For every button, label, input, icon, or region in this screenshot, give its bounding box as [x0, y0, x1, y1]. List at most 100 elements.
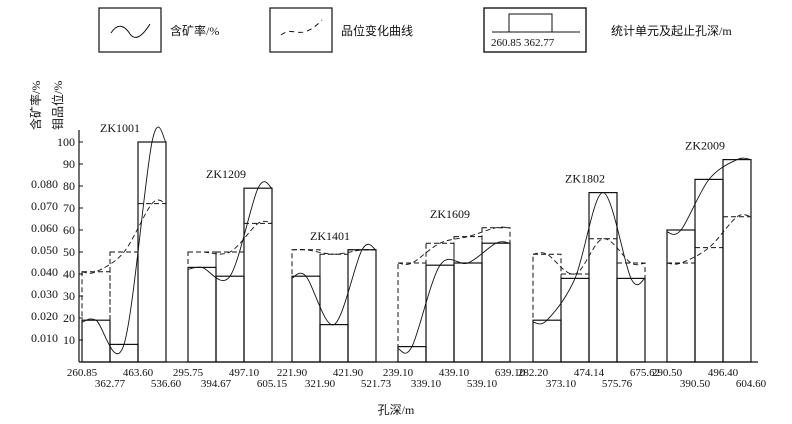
depth-label-ZK1401-1: 221.90 [277, 367, 308, 379]
ore-curve-ZK1609 [397, 241, 511, 354]
y-tick-label-40: 40 [63, 267, 75, 281]
grade-bar-ZK1802-2 [560, 273, 590, 363]
depth-label-ZK1401-4: 521.73 [361, 378, 392, 390]
grade-bar-ZK1209-3 [243, 222, 273, 363]
ore-bar-ZK1209-3 [243, 187, 273, 363]
depth-label-ZK2009-2: 390.50 [680, 378, 711, 390]
ore-bar-ZK1802-4 [616, 277, 646, 363]
y-tick-label-80: 80 [63, 179, 75, 193]
grade-bar-ZK1609-3 [453, 236, 483, 363]
grade-bar-ZK1001-3 [137, 203, 167, 363]
depth-label-ZK1609-3: 439.10 [439, 367, 470, 379]
legend-unit-outer [483, 7, 587, 53]
grade-bar-ZK2009-3 [722, 216, 752, 363]
y-tick-label-100: 100 [57, 135, 75, 149]
y-axis-title-grade: 钼品位/% [50, 81, 65, 130]
grade-tick-label-5: 0.050 [31, 243, 58, 257]
hole-label-ZK1401: ZK1401 [310, 229, 350, 243]
ore-curve-ZK1802 [532, 192, 646, 325]
hole-label-ZK1209: ZK1209 [206, 167, 246, 181]
depth-label-ZK1209-1: 295.75 [173, 367, 204, 379]
ore-bar-ZK1802-1 [532, 319, 562, 363]
depth-label-ZK1209-2: 394.67 [201, 378, 232, 390]
y-tick-label-10: 10 [63, 333, 75, 347]
ore-bar-ZK2009-3 [722, 159, 752, 363]
depth-label-ZK1001-2: 362.77 [95, 378, 126, 390]
grade-bar-ZK1802-1 [532, 253, 562, 363]
grade-bar-ZK1609-2 [425, 242, 455, 363]
grade-curve-ZK1209 [188, 220, 273, 255]
grade-bar-ZK2009-2 [694, 247, 724, 363]
ore-curve-ZK1209 [187, 181, 273, 281]
ore-bar-ZK1802-3 [588, 192, 618, 363]
depth-label-ZK1609-1: 239.10 [383, 367, 414, 379]
y-tick-label-90: 90 [63, 157, 75, 171]
grade-tick-label-2: 0.020 [31, 309, 58, 323]
legend-unit-bar [508, 13, 553, 33]
y-tick-label-70: 70 [63, 201, 75, 215]
depth-label-ZK1001-1: 260.85 [67, 367, 98, 379]
legend-unit-label: 统计单元及起止孔深/m [611, 24, 732, 38]
ore-bar-ZK1209-1 [187, 266, 217, 363]
depth-label-ZK1802-2: 373.10 [546, 378, 577, 390]
grade-bar-ZK1401-1 [291, 249, 321, 363]
legend-ore-rate-label: 含矿率/% [170, 23, 219, 38]
grade-tick-label-7: 0.070 [31, 199, 58, 213]
y-tick-label-60: 60 [63, 223, 75, 237]
legend-dashed-curve [280, 19, 323, 36]
hole-label-ZK1609: ZK1609 [430, 207, 470, 221]
grade-curve-ZK1401 [291, 249, 377, 255]
grade-curve-ZK2009 [666, 214, 752, 265]
ore-curve-ZK1001 [81, 126, 167, 355]
y-axis-title-ore: 含矿率/% [28, 81, 43, 130]
legend-box-2 [269, 7, 333, 53]
ore-bar-ZK1609-2 [425, 264, 455, 363]
grade-bar-ZK1609-4 [481, 227, 511, 363]
ore-bar-ZK1802-2 [560, 277, 590, 363]
depth-label-ZK1401-3: 421.90 [333, 367, 364, 379]
grade-bar-ZK1401-2 [319, 253, 349, 363]
depth-label-ZK1001-3: 463.60 [123, 367, 154, 379]
depth-label-ZK1802-1: 282.20 [518, 367, 549, 379]
depth-label-ZK1401-2: 321.90 [305, 378, 336, 390]
ore-curve-ZK1401 [291, 243, 377, 326]
ore-bar-ZK1609-4 [481, 242, 511, 363]
y-tick-label-50: 50 [63, 245, 75, 259]
grade-bar-ZK1401-3 [347, 249, 377, 363]
depth-label-ZK2009-3: 496.40 [708, 367, 739, 379]
ore-bar-ZK1001-2 [109, 343, 139, 363]
depth-label-ZK1802-3: 474.14 [574, 367, 605, 379]
depth-label-ZK1609-5: 639.10 [495, 367, 526, 379]
ore-bar-ZK1209-2 [215, 275, 245, 363]
y-tick-label-30: 30 [63, 289, 75, 303]
legend-solid-curve [110, 23, 151, 38]
depth-label-ZK1609-2: 339.10 [411, 378, 442, 390]
ore-bar-ZK1609-3 [453, 262, 483, 363]
hole-label-ZK1001: ZK1001 [100, 121, 140, 135]
depth-label-ZK1802-5: 675.62 [630, 367, 660, 379]
depth-label-ZK1209-4: 605.15 [257, 378, 288, 390]
ore-bar-ZK1401-3 [347, 249, 377, 363]
ore-bar-ZK1001-3 [137, 141, 167, 363]
ore-curve-ZK2009 [666, 157, 752, 235]
hole-label-ZK2009: ZK2009 [685, 139, 725, 153]
grade-curve-ZK1802 [532, 238, 646, 275]
hole-label-ZK1802: ZK1802 [565, 172, 605, 186]
grade-curve-ZK1001 [81, 199, 167, 274]
depth-label-ZK1001-4: 536.60 [151, 378, 182, 390]
grade-bar-ZK1209-2 [215, 251, 245, 363]
ore-bar-ZK1001-1 [81, 319, 111, 363]
legend-box-1 [98, 7, 162, 53]
grade-curve-ZK1609 [397, 226, 511, 265]
depth-label-ZK1802-4: 575.76 [602, 378, 633, 390]
grade-bar-ZK1802-3 [588, 238, 618, 363]
grade-bar-ZK2009-1 [666, 262, 696, 363]
ore-bar-ZK1401-1 [291, 275, 321, 363]
legend-unit-example: 260.85 362.77 [491, 37, 555, 49]
ore-bar-ZK1401-2 [319, 324, 349, 363]
grade-tick-label-1: 0.010 [31, 331, 58, 345]
depth-label-ZK2009-1: 290.50 [652, 367, 683, 379]
y-tick-label-20: 20 [63, 311, 75, 325]
